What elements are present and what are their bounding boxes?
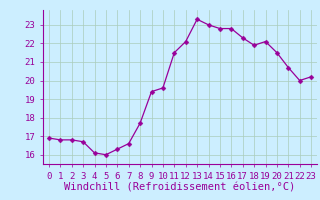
X-axis label: Windchill (Refroidissement éolien,°C): Windchill (Refroidissement éolien,°C) xyxy=(64,182,296,192)
